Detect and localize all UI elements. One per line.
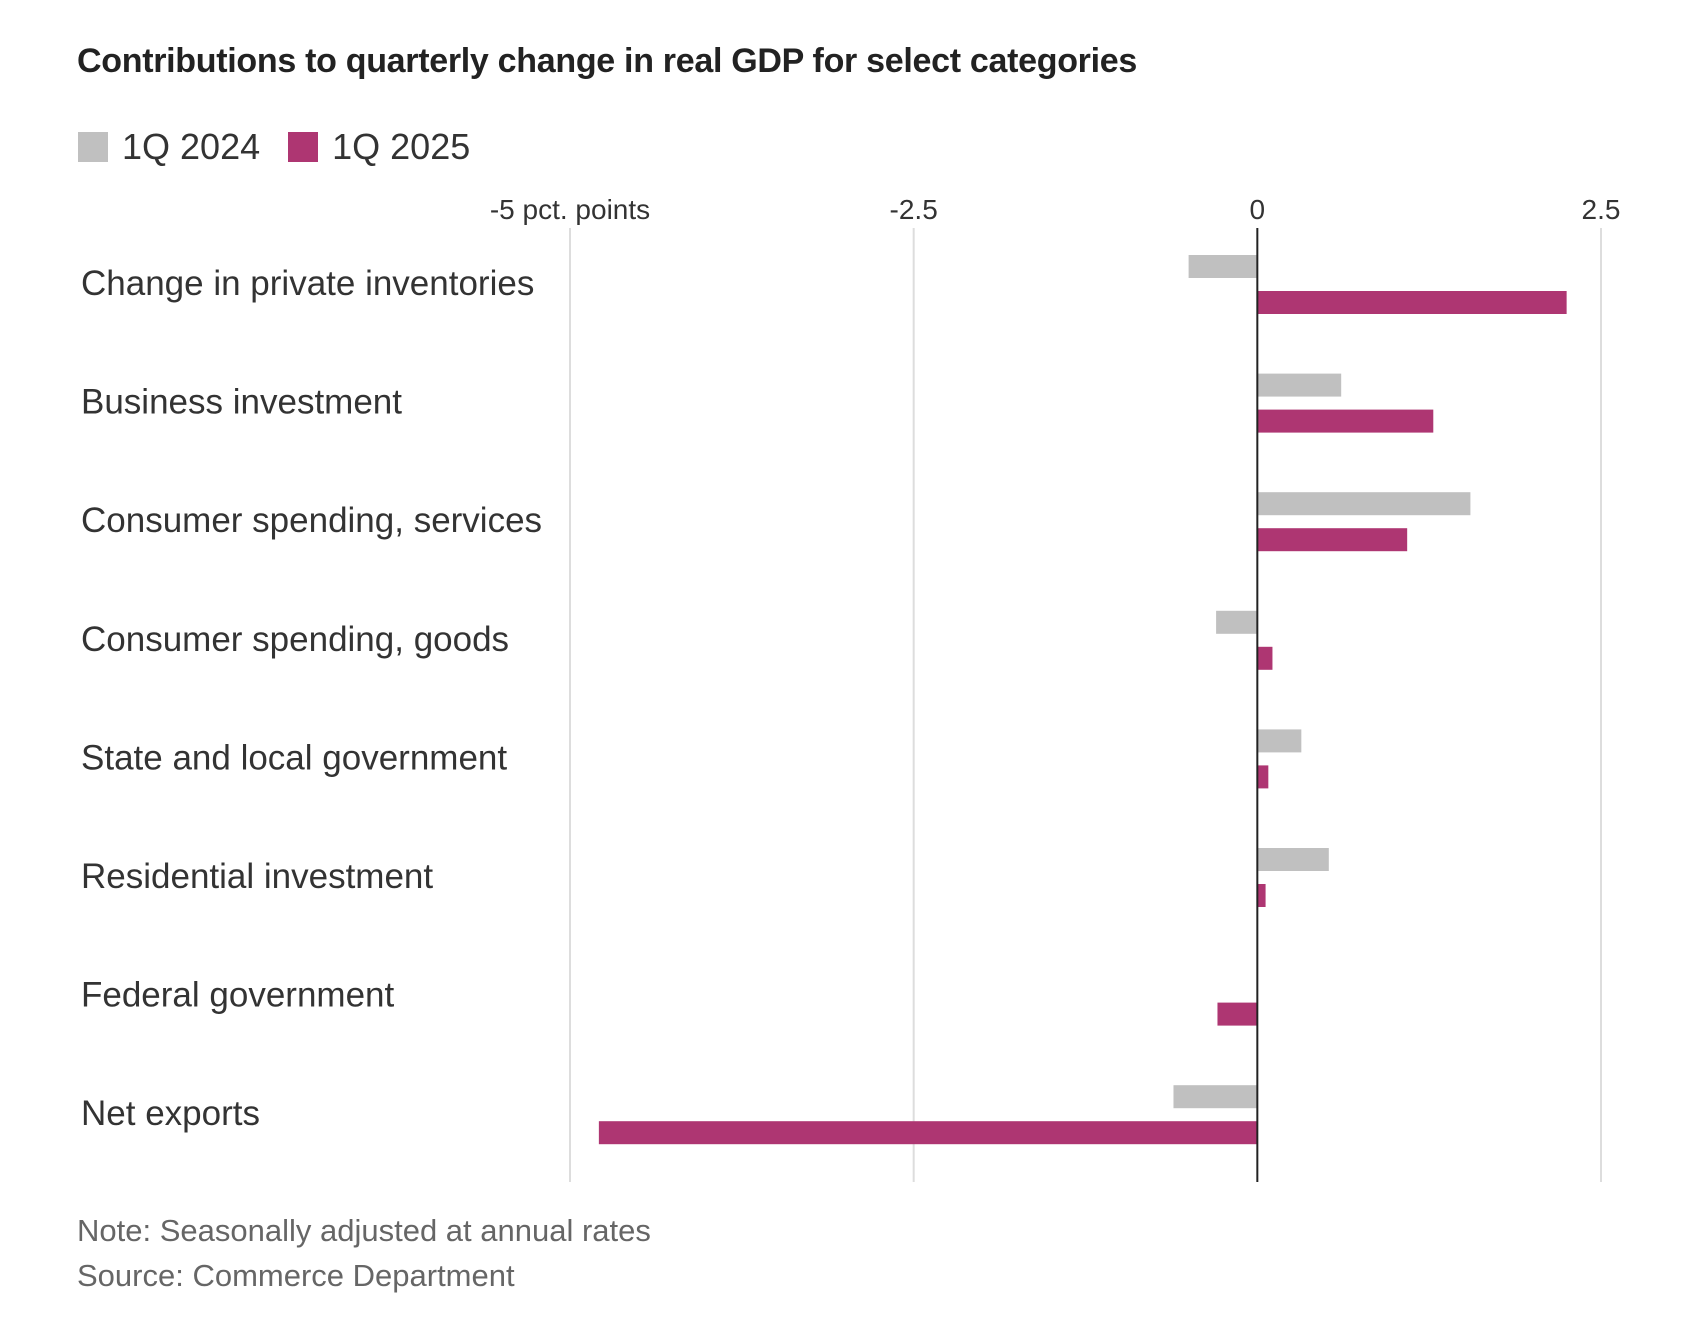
legend-item-1q-2024: 1Q 2024	[78, 126, 260, 168]
bar-1q-2024-net-exports	[1173, 1085, 1258, 1109]
category-label-consumer-spending-goods: Consumer spending, goods	[81, 620, 509, 659]
bar-chart: -5 pct. points -2.5 0 2.5 Change in private …	[81, 194, 1621, 1182]
legend-item-1q-2025: 1Q 2025	[288, 126, 470, 168]
bar-1q-2024-business-investment	[1257, 373, 1342, 397]
bar-1q-2025-consumer-spending-services	[1257, 528, 1408, 552]
category-label-federal-government: Federal government	[81, 976, 394, 1015]
legend-swatch-1q-2025	[288, 132, 319, 162]
category-label-residential-investment: Residential investment	[81, 857, 433, 896]
bar-1q-2025-net-exports	[598, 1121, 1258, 1145]
legend-swatch-1q-2024	[78, 132, 108, 162]
bar-1q-2024-change-in-private-inventories	[1188, 255, 1258, 278]
category-label-change-in-private-inventories: Change in private inventories	[81, 264, 534, 303]
x-tick-label: 0	[1250, 194, 1266, 225]
chart-note: Note: Seasonally adjusted at annual rate…	[77, 1213, 651, 1248]
chart-title: Contributions to quarterly change in rea…	[77, 42, 1137, 80]
x-tick-label: 2.5	[1582, 194, 1621, 225]
bar-1q-2025-business-investment	[1257, 409, 1434, 433]
chart-source: Source: Commerce Department	[77, 1258, 515, 1293]
category-label-business-investment: Business investment	[81, 383, 402, 422]
bar-1q-2024-state-and-local-government	[1257, 729, 1302, 753]
legend: 1Q 2024 1Q 2025	[78, 126, 498, 168]
x-tick-label: -2.5	[890, 194, 938, 225]
legend-label-1q-2024: 1Q 2024	[122, 126, 261, 167]
x-tick-label: -5 pct. points	[490, 194, 650, 225]
category-label-net-exports: Net exports	[81, 1094, 260, 1133]
bar-1q-2024-consumer-spending-services	[1257, 492, 1471, 516]
category-label-state-and-local-government: State and local government	[81, 738, 507, 777]
bar-1q-2025-change-in-private-inventories	[1257, 291, 1567, 314]
bar-1q-2025-consumer-spending-goods	[1257, 646, 1273, 670]
legend-label-1q-2025: 1Q 2025	[332, 126, 471, 167]
bar-1q-2024-residential-investment	[1257, 848, 1329, 871]
category-label-consumer-spending-services: Consumer spending, services	[81, 501, 542, 540]
bar-1q-2025-state-and-local-government	[1257, 765, 1269, 789]
bar-1q-2025-federal-government	[1217, 1002, 1258, 1026]
bar-1q-2025-residential-investment	[1257, 884, 1266, 907]
bar-1q-2024-consumer-spending-goods	[1216, 610, 1258, 634]
